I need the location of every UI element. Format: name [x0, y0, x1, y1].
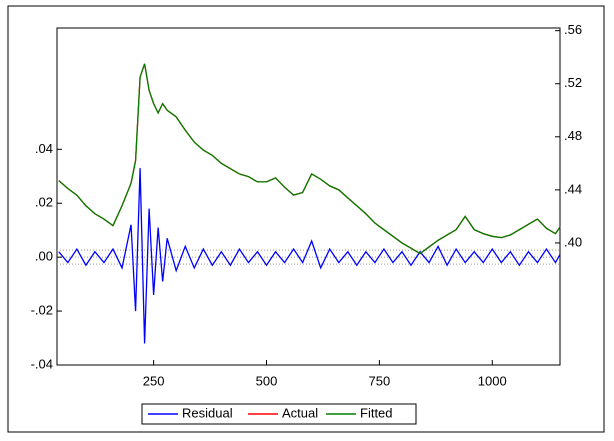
x-tick-label: 1000 [478, 373, 507, 388]
legend-label: Actual [282, 405, 318, 420]
plot-frame [56, 27, 561, 366]
y2-tick-label: .40 [564, 234, 582, 249]
outer-frame [7, 5, 605, 433]
y-tick-label: -.02 [31, 303, 53, 318]
series-line [58, 168, 561, 344]
series-line [58, 63, 561, 255]
y-tick-label: -.04 [31, 356, 53, 371]
legend-label: Fitted [360, 405, 393, 420]
y2-tick-label: .52 [564, 75, 582, 90]
y2-tick-label: .44 [564, 181, 582, 196]
series-line [58, 63, 561, 255]
y-tick-label: .00 [35, 249, 53, 264]
y2-tick-label: .56 [564, 22, 582, 37]
x-tick-label: 750 [369, 373, 391, 388]
y2-tick-label: .48 [564, 128, 582, 143]
y-tick-label: .02 [35, 195, 53, 210]
x-tick-label: 500 [256, 373, 278, 388]
legend-label: Residual [182, 405, 233, 420]
y-tick-label: .04 [35, 141, 53, 156]
legend-box [141, 403, 417, 425]
x-tick-label: 250 [143, 373, 165, 388]
